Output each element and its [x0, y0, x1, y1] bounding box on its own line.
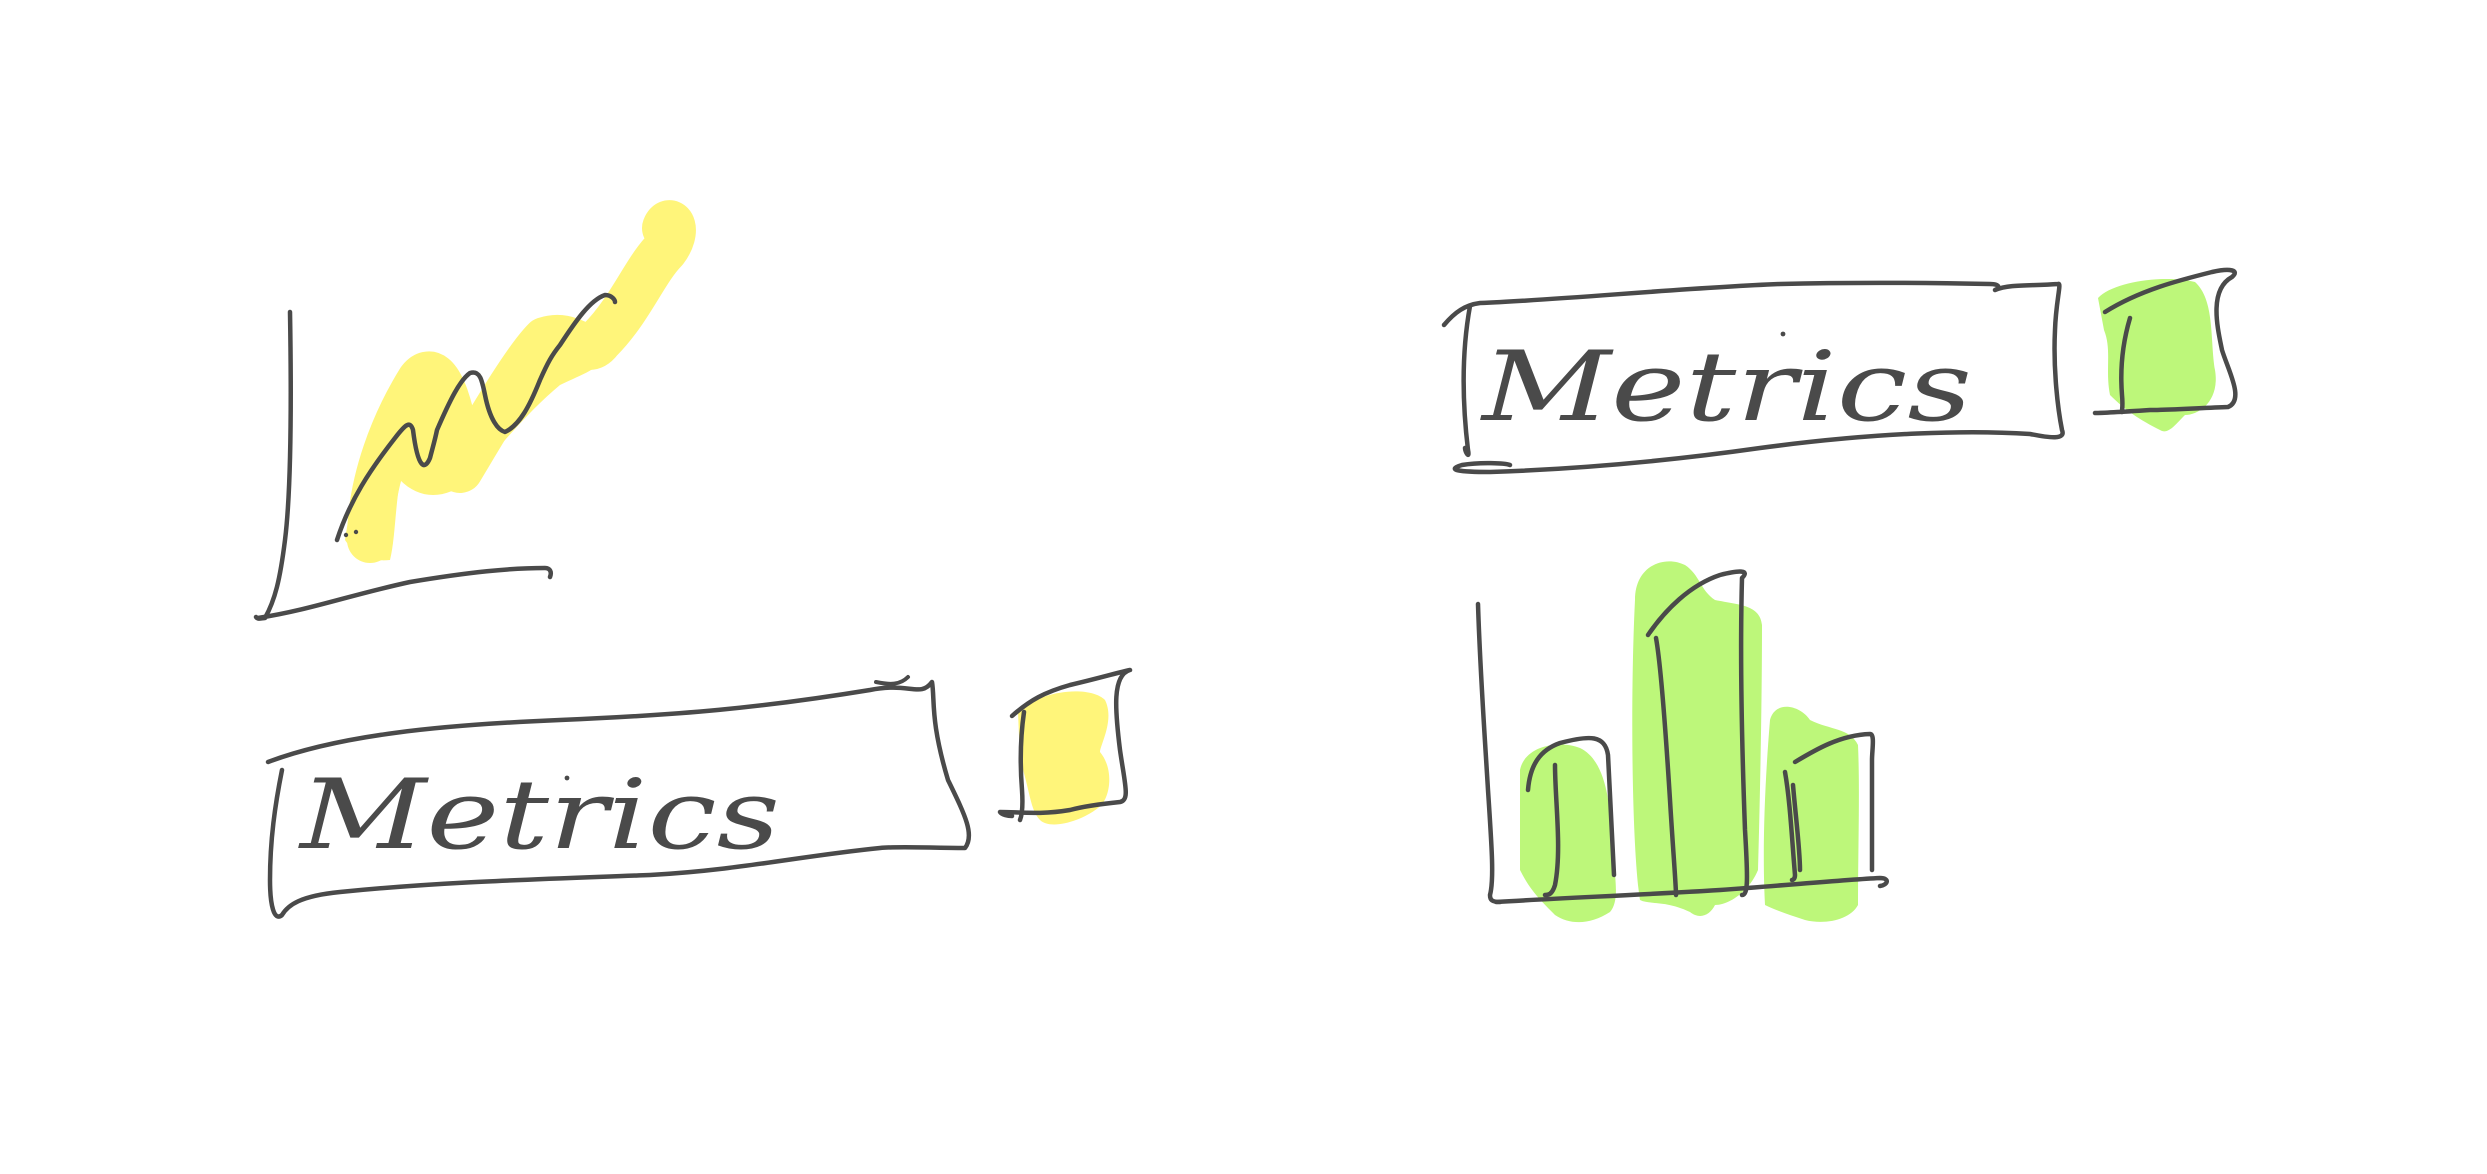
metrics-label-right-box: [1441, 280, 2065, 475]
line-chart-x-axis: [255, 565, 554, 621]
line-chart-sketch: [253, 200, 696, 621]
metrics-label-left-box-corner-tick: [874, 675, 910, 686]
metrics-label-left-dot: [564, 775, 570, 781]
bar-chart-bar-2-outline: [1645, 569, 1750, 898]
bar-chart-bar-3-outline: [1782, 731, 1876, 883]
metrics-label-right-dot: [1780, 331, 1786, 337]
bar-chart-highlight-bar-3: [1763, 706, 1859, 922]
bar-chart-highlight-bar-1: [1520, 744, 1616, 923]
bar-chart-bar-1-outline: [1525, 735, 1617, 898]
metrics-label-right-swatch-stem: [2119, 315, 2133, 415]
metrics-label-right-swatch-fill: [2098, 278, 2216, 432]
metrics-label-right: Metrics: [1441, 267, 2238, 475]
metrics-label-left-text: Metrics: [297, 759, 780, 871]
line-chart-dot-2: [353, 529, 359, 535]
metrics-label-left-swatch-stem: [1017, 709, 1027, 823]
line-chart-dot-1: [343, 532, 349, 538]
bar-chart-y-axis: [1475, 601, 1503, 905]
metrics-label-left: Metrics: [265, 667, 1133, 919]
metrics-label-left-box: [265, 679, 972, 919]
metrics-label-right-box-left-side: [1461, 303, 1473, 458]
line-chart-y-axis: [253, 309, 294, 621]
line-chart-yellow-highlight-fill: [345, 227, 680, 561]
metrics-label-left-swatch-outline: [997, 667, 1133, 819]
bar-chart-x-axis: [1493, 875, 1889, 905]
metrics-label-right-text: Metrics: [1479, 331, 1972, 443]
metrics-label-left-swatch-fill: [1018, 691, 1110, 825]
line-chart-series-line: [334, 292, 618, 543]
bar-chart-sketch: [1475, 561, 1889, 923]
bar-chart-highlight-bar-2: [1632, 561, 1762, 916]
metrics-label-right-swatch-outline: [2092, 267, 2238, 416]
